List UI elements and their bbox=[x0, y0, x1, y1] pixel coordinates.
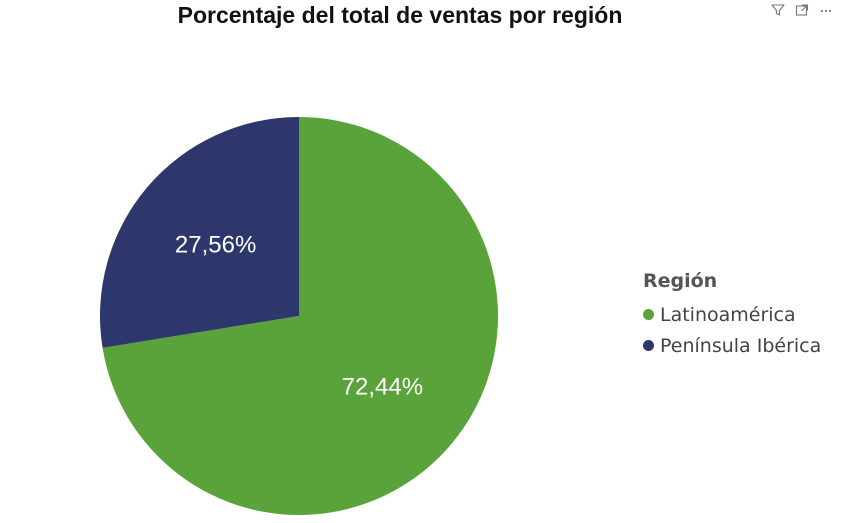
legend-marker-latinoamerica bbox=[643, 309, 654, 320]
data-label-latinoamerica: 72,44% bbox=[342, 373, 423, 400]
pie-slice-peninsula-iberica[interactable] bbox=[99, 117, 299, 348]
legend-marker-peninsula-iberica bbox=[643, 340, 654, 351]
legend-label-peninsula-iberica: Península Ibérica bbox=[660, 334, 822, 357]
filter-icon[interactable] bbox=[770, 2, 786, 18]
legend: Región Latinoamérica Península Ibérica bbox=[643, 269, 821, 361]
legend-title: Región bbox=[643, 270, 718, 292]
focus-mode-icon[interactable] bbox=[794, 2, 810, 18]
chart-title: Porcentaje del total de ventas por regió… bbox=[177, 2, 623, 28]
more-options-icon[interactable] bbox=[818, 2, 834, 18]
pie-slice-latinoamerica[interactable] bbox=[102, 117, 498, 515]
data-label-peninsula-iberica: 27,56% bbox=[175, 232, 256, 259]
visual-header bbox=[770, 2, 834, 18]
legend-label-latinoamerica: Latinoamérica bbox=[660, 303, 796, 326]
legend-item-latinoamerica[interactable]: Latinoamérica bbox=[643, 299, 821, 330]
legend-item-peninsula-iberica[interactable]: Península Ibérica bbox=[643, 330, 821, 361]
